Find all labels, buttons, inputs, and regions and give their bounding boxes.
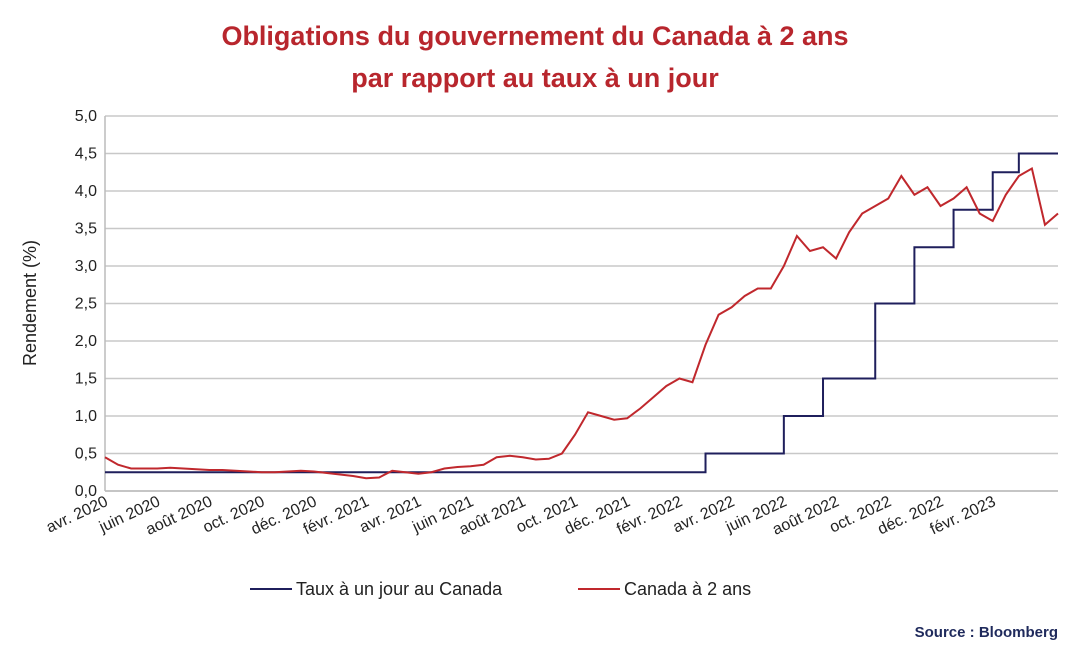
y-tick-label: 5,0	[75, 108, 97, 125]
y-tick-label: 0,5	[75, 446, 97, 463]
legend-label: Taux à un jour au Canada	[296, 579, 503, 599]
chart-title: Obligations du gouvernement du Canada à …	[221, 21, 848, 51]
y-tick-label: 1,0	[75, 408, 97, 425]
y-tick-label: 0,0	[75, 483, 97, 500]
chart-title: par rapport au taux à un jour	[351, 63, 719, 93]
y-axis-label: Rendement (%)	[20, 240, 40, 366]
y-tick-label: 3,0	[75, 258, 97, 275]
source: Source : Bloomberg	[915, 624, 1058, 641]
y-tick-label: 3,5	[75, 221, 97, 238]
y-tick-label: 4,0	[75, 183, 97, 200]
y-tick-label: 1,5	[75, 371, 97, 388]
legend-label: Canada à 2 ans	[624, 579, 751, 599]
y-tick-label: 4,5	[75, 146, 97, 163]
line-series	[104, 166, 1059, 480]
y-tick-label: 2,0	[75, 333, 97, 350]
y-tick-label: 2,5	[75, 296, 97, 313]
